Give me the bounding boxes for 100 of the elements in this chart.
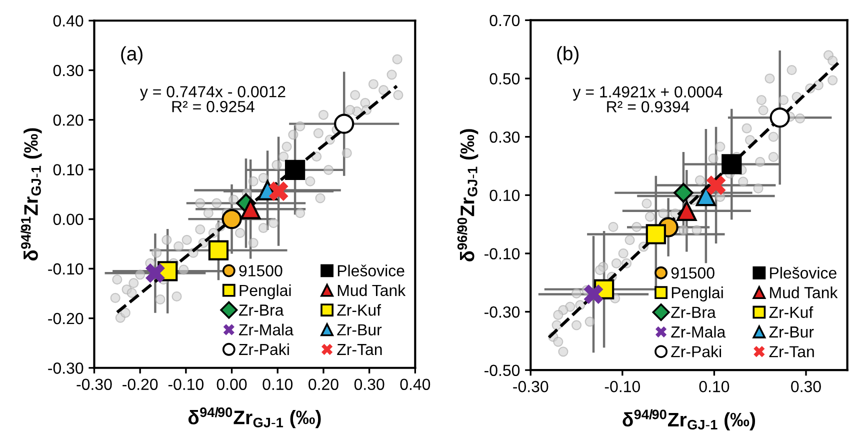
point — [203, 208, 214, 218]
point — [288, 130, 298, 140]
legend-label: Zr-Bra — [238, 304, 284, 316]
y-tick-label: 0.10 — [53, 164, 84, 176]
point — [770, 108, 790, 128]
point — [708, 153, 718, 164]
y-tick-label: 0.40 — [53, 15, 84, 27]
point — [155, 294, 166, 304]
x-tick-label: -0.10 — [168, 378, 204, 390]
y-axis-title: δ$^{96/90}$Zr$_{GJ-1}$ (‰) — [457, 129, 478, 262]
x-tick-label: -0.20 — [122, 378, 158, 390]
legend-label: Mud Tank — [338, 284, 406, 296]
point — [632, 222, 642, 232]
x-tick-label: 0.10 — [262, 378, 293, 390]
point — [694, 175, 706, 186]
point — [571, 288, 582, 298]
y-tick-label: -0.30 — [48, 362, 84, 374]
point — [646, 224, 666, 244]
x-tick-label: -0.10 — [604, 380, 640, 392]
point — [334, 114, 354, 134]
point — [828, 75, 838, 86]
point — [618, 248, 628, 259]
point — [552, 320, 562, 330]
point — [756, 95, 767, 106]
point — [208, 240, 229, 260]
point — [674, 182, 694, 203]
y-tick-label: -0.30 — [484, 306, 520, 318]
point — [212, 198, 222, 208]
legend-label: 91500 — [671, 267, 714, 279]
point — [715, 142, 726, 152]
point — [240, 199, 261, 220]
y-axis-title: δ$^{94/91}$Zr$_{GJ-1}$ (‰) — [20, 128, 42, 261]
point — [696, 186, 716, 206]
point — [368, 79, 378, 90]
x-tick-label: 0.30 — [791, 380, 821, 392]
x-axis-title: δ$^{94/90}$Zr$_{GJ-1}$ (‰) — [188, 407, 321, 428]
legend-label: Penglai — [672, 286, 723, 302]
point — [152, 248, 162, 258]
point — [145, 263, 165, 283]
y-tick-label: -0.10 — [484, 248, 520, 260]
point — [174, 241, 184, 252]
point — [778, 95, 789, 106]
y-tick-label: 0.00 — [53, 214, 84, 226]
point — [268, 182, 288, 202]
legend-label: Zr-Kuf — [337, 304, 382, 316]
point — [642, 198, 652, 209]
point — [722, 154, 742, 174]
point — [228, 194, 239, 205]
legend-label: Zr-Tan — [337, 344, 382, 356]
legend-label: Plešovice — [770, 266, 836, 279]
point — [584, 316, 595, 327]
point — [295, 121, 306, 132]
point — [120, 308, 130, 318]
point — [828, 56, 838, 66]
y-tick-label: 0.70 — [490, 14, 520, 26]
point — [558, 346, 568, 357]
point — [342, 148, 352, 158]
point — [248, 176, 258, 186]
x-tick-label: 0.20 — [308, 378, 338, 390]
point — [571, 320, 582, 330]
y-tick-label: 0.20 — [53, 114, 84, 126]
legend-label: Zr-Kuf — [769, 306, 814, 318]
legend-label: Zr-Paki — [671, 346, 722, 358]
x-tick-label: -0.30 — [76, 378, 112, 390]
point — [272, 160, 282, 170]
point — [611, 258, 622, 268]
point — [392, 54, 402, 64]
point — [768, 132, 778, 142]
point — [678, 225, 689, 236]
point — [764, 73, 775, 84]
point — [706, 176, 726, 195]
point — [553, 336, 564, 347]
y-tick-label: 0.10 — [490, 190, 520, 202]
point — [172, 291, 182, 302]
point — [676, 200, 697, 221]
point — [742, 123, 752, 134]
y-tick-label: -0.20 — [48, 312, 84, 324]
point — [135, 270, 146, 280]
x-tick-label: -0.30 — [513, 380, 548, 392]
x-axis-title: δ$^{94/90}$Zr$_{GJ-1}$ (‰) — [622, 409, 756, 430]
point — [258, 172, 268, 183]
legend-label: Zr-Bur — [769, 326, 814, 338]
point — [350, 90, 360, 100]
point — [345, 104, 356, 115]
annotation: y = 1.4921x + 0.0004 R² = 0.9394 — [572, 86, 722, 112]
point — [295, 208, 306, 218]
x-tick-label: 0.00 — [216, 378, 247, 390]
point — [738, 176, 748, 187]
point — [753, 183, 764, 194]
y-tick-label: -0.10 — [48, 263, 84, 275]
point — [195, 224, 206, 235]
point — [393, 90, 404, 100]
point — [278, 152, 289, 162]
point — [282, 142, 292, 152]
point — [378, 85, 389, 96]
point — [594, 265, 605, 276]
legend-label: Mud Tank — [770, 286, 838, 298]
point — [126, 288, 137, 298]
annotation: y = 0.7474x - 0.0012 R² = 0.9254 — [140, 86, 286, 112]
legend-label: Penglai — [240, 284, 291, 300]
